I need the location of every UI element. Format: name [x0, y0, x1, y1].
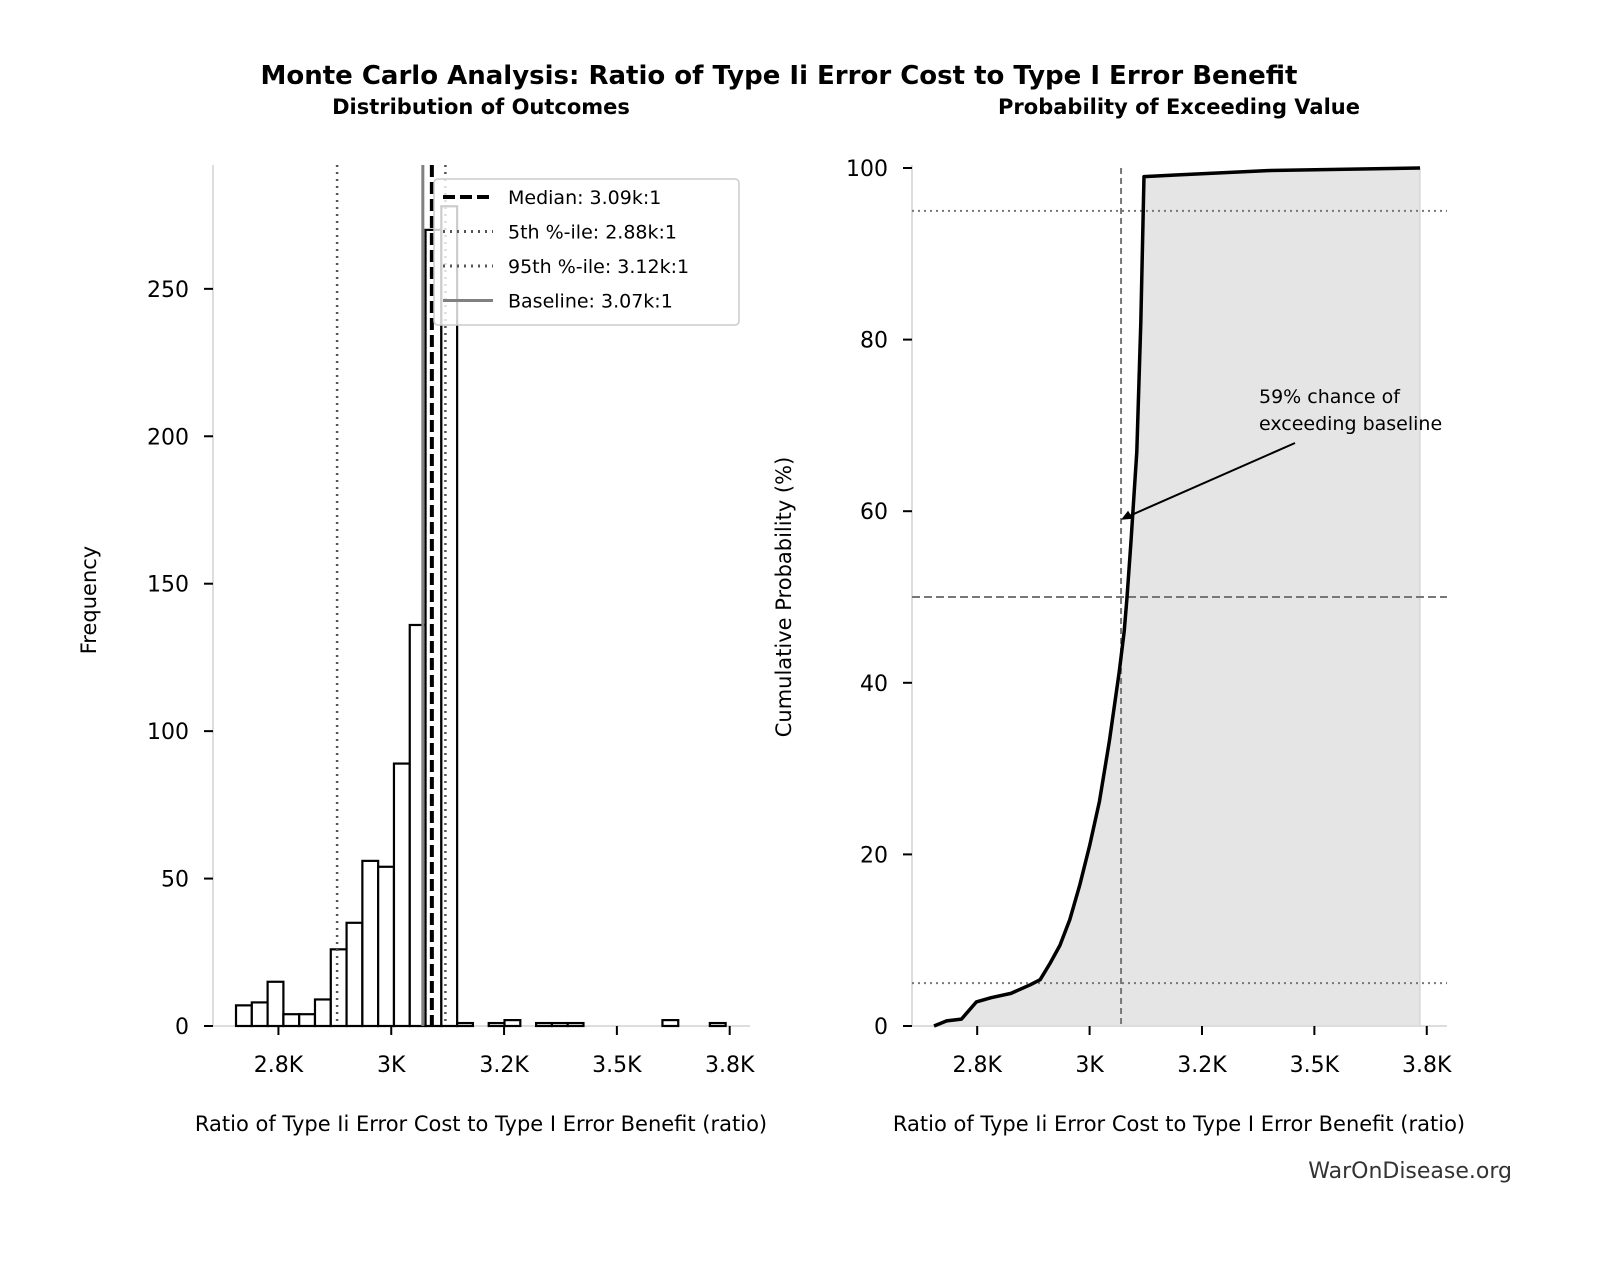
x-tick-label: 3K: [1075, 1053, 1104, 1078]
x-tick-label: 3.2K: [479, 1053, 529, 1078]
y-tick-label: 100: [846, 157, 888, 182]
x-tick-label: 3.5K: [592, 1053, 642, 1078]
histogram-bar: [377, 865, 396, 1028]
cdf-line: [933, 166, 1421, 1028]
histogram-axes: 0 50 100 150 200 250 2.8K 3K 3.2K 3.5K 3.8K Median:…: [147, 165, 755, 1078]
histogram-bar: [708, 1021, 727, 1028]
y-tick-label: 50: [161, 868, 189, 893]
histogram-bar: [250, 1001, 269, 1028]
histogram-bar: [661, 1019, 680, 1028]
annotation-arrow: [1124, 442, 1296, 519]
y-tick-label: 80: [860, 329, 888, 354]
cdf-title: Probability of Exceeding Value: [998, 95, 1360, 119]
legend: Median: 3.09k:1 5th %-ile: 2.88k:1 95th %-…: [433, 178, 740, 326]
histogram-bar: [313, 998, 332, 1028]
histogram-bar: [550, 1021, 569, 1028]
annotation-text-line1: 59% chance of: [1259, 386, 1401, 408]
figure-title: Monte Carlo Analysis: Ratio of Type Ii E…: [260, 61, 1297, 91]
annotation-text-line2: exceeding baseline: [1259, 413, 1442, 435]
cdf-xlabel: Ratio of Type Ii Error Cost to Type I Er…: [893, 1112, 1465, 1136]
histogram-title: Distribution of Outcomes: [332, 95, 630, 119]
y-tick-label: 100: [147, 720, 189, 745]
x-tick-label: 3K: [377, 1053, 406, 1078]
histogram-bar: [345, 921, 364, 1028]
histogram-bar: [440, 205, 459, 1028]
legend-label: 5th %-ile: 2.88k:1: [508, 222, 677, 244]
x-tick-label: 3.5K: [1290, 1053, 1340, 1078]
histogram-bar: [456, 1021, 475, 1028]
x-tick-label: 2.8K: [952, 1053, 1002, 1078]
y-tick-label: 60: [860, 500, 888, 525]
y-tick-label: 20: [860, 843, 888, 868]
histogram-bar: [566, 1021, 585, 1028]
x-tick-label: 3.8K: [1402, 1053, 1452, 1078]
x-tick-label: 3.8K: [705, 1053, 755, 1078]
watermark: WarOnDisease.org: [1308, 1159, 1512, 1184]
histogram-bar: [535, 1021, 553, 1028]
y-tick-label: 250: [147, 278, 189, 303]
histogram-bar: [487, 1021, 506, 1028]
x-tick-label: 3.2K: [1177, 1053, 1227, 1078]
y-tick-label: 0: [175, 1015, 189, 1040]
y-tick-label: 150: [147, 573, 189, 598]
legend-label: Median: 3.09k:1: [508, 187, 661, 209]
legend-box: [433, 178, 740, 326]
y-tick-label: 40: [860, 672, 888, 697]
y-tick-label: 0: [874, 1015, 888, 1040]
histogram-bar: [298, 1013, 317, 1028]
cdf-ylabel: Cumulative Probability (%): [772, 457, 796, 738]
histogram-bar: [361, 859, 380, 1028]
annotation-arrowhead: [1121, 510, 1134, 520]
histogram-bar: [329, 948, 348, 1028]
histogram-bar: [503, 1019, 522, 1028]
histogram-xlabel: Ratio of Type Ii Error Cost to Type I Er…: [195, 1112, 767, 1136]
y-tick-label: 200: [147, 425, 189, 450]
histogram-ylabel: Frequency: [77, 546, 101, 655]
histogram-bar: [392, 762, 411, 1028]
histogram-bar: [234, 1004, 253, 1028]
legend-label: Baseline: 3.07k:1: [508, 291, 673, 313]
x-tick-label: 2.8K: [254, 1053, 304, 1078]
cdf-axes: 0 20 40 60 80 100 2.8K 3K 3.2K 3.5K 3.8K 59% chance…: [846, 157, 1452, 1078]
histogram-bar: [266, 980, 285, 1028]
legend-label: 95th %-ile: 3.12k:1: [508, 256, 689, 278]
histogram-bar: [282, 1013, 301, 1028]
